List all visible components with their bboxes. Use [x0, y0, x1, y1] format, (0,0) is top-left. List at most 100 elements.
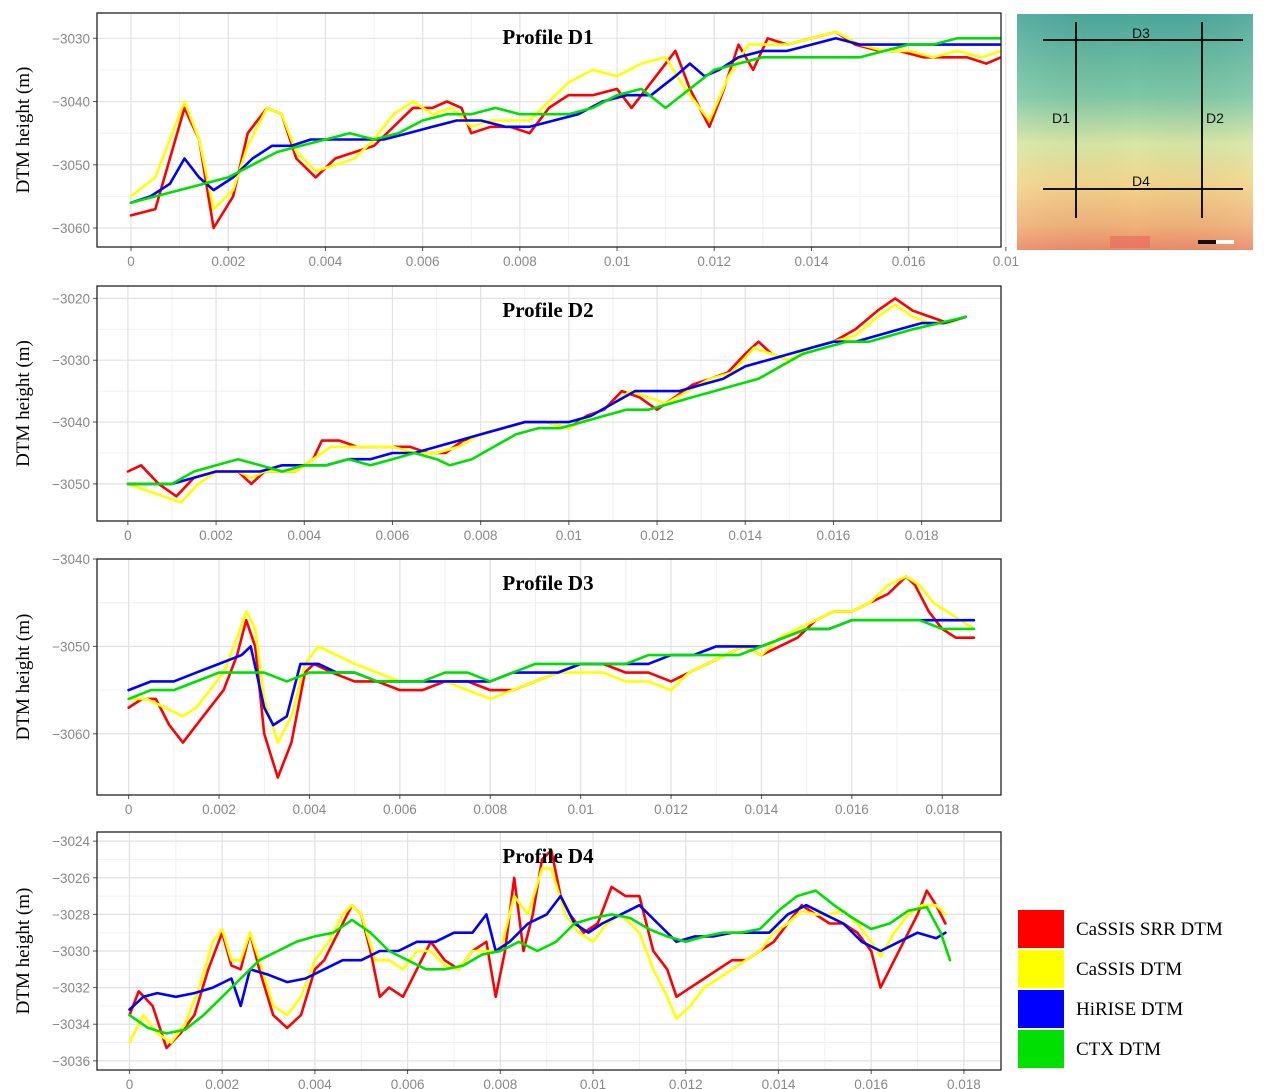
profile-d4-frame [96, 831, 1002, 1071]
profile-d2-title: Profile D2 [502, 298, 593, 322]
scale-bar-black [1198, 240, 1216, 244]
profile-d4-y-tick-label: −3030 [52, 944, 90, 959]
profile-d4-y-tick-label: −3024 [52, 834, 90, 849]
profile-d4-y-axis-label: DTM height (m) [13, 888, 34, 1015]
profile-d2-y-tick-label: −3040 [52, 415, 90, 430]
profile-d4-title: Profile D4 [502, 844, 594, 868]
profile-d1-y-tick-label: −3060 [52, 221, 90, 236]
profile-d4-x-tick-label: 0.004 [298, 1077, 332, 1089]
profile-d1-title: Profile D1 [502, 25, 593, 49]
profile-d4-y-tick-label: −3026 [52, 871, 90, 886]
profile-d4-x-tick-label: 0.008 [483, 1077, 517, 1089]
profile-d3-y-axis-label: DTM height (m) [13, 614, 34, 741]
scale-bar-white [1216, 240, 1234, 244]
profile-d3-x-tick-label: 0.016 [835, 802, 869, 817]
profile-d2-x-tick-label: 0.014 [728, 528, 762, 543]
profile-d2-y-tick-label: −3050 [52, 477, 90, 492]
profile-d2-y-tick-label: −3030 [52, 353, 90, 368]
profile-d4-x-tick-label: 0.002 [205, 1077, 239, 1089]
profile-panels: 0 0.002 0.004 0.006 0.008 0.01 0.012 0.014 0.016… [13, 12, 1019, 1089]
profile-d4-x-tick-label: 0.01 [580, 1077, 606, 1089]
profile-d4-panel: 0 0.002 0.004 0.006 0.008 0.01 0.012 0.014 0.016… [13, 831, 1002, 1089]
profile-d4-x-tick-label: 0 [126, 1077, 134, 1089]
profile-d3-x-tick-label: 0.002 [202, 802, 236, 817]
profile-d3-series-group [127, 575, 976, 779]
profile-d3-title: Profile D3 [502, 571, 593, 595]
profile-d2-x-tick-label: 0.018 [905, 528, 939, 543]
profile-d1-x-tick-label: 0.014 [795, 254, 829, 269]
legend-swatch-cassis [1018, 950, 1064, 988]
profile-d4-y-tick-label: −3028 [52, 907, 90, 922]
profile-d1-x-tick-label: 0.004 [309, 254, 343, 269]
profile-d2-series-hirise-dtm [126, 315, 967, 486]
profile-d4-series-cassis-dtm [128, 867, 947, 1044]
profile-d3-panel: 0 0.002 0.004 0.006 0.008 0.01 0.012 0.014 0.016… [13, 552, 1002, 817]
profile-d4-series-ctx-dtm [128, 889, 952, 1035]
profile-d2-x-tick-label: 0.004 [287, 528, 321, 543]
legend-swatch-srr [1018, 910, 1064, 948]
profile-d4-y-tick-label: −3032 [52, 981, 90, 996]
profile-d1-x-tick-label: 0.006 [406, 254, 440, 269]
profile-d4-x-tick-label: 0.018 [947, 1077, 981, 1089]
profile-d1-y-tick-label: −3050 [52, 158, 90, 173]
profile-d3-series-cassis-dtm [127, 575, 976, 744]
profile-d3-x-tick-label: 0.014 [745, 802, 779, 817]
profile-d4-x-tick-label: 0.016 [854, 1077, 888, 1089]
profile-d2-x-tick-label: 0.012 [640, 528, 674, 543]
legend-label-srr: CaSSIS SRR DTM [1076, 919, 1223, 940]
profile-d2-x-tick-label: 0.008 [464, 528, 498, 543]
inset-map-red-patch [1110, 236, 1150, 248]
profile-d4-series-group [128, 849, 952, 1050]
profile-d1-series-hirise-dtm [129, 37, 1001, 204]
profile-d4-y-tick-label: −3034 [52, 1017, 90, 1032]
profile-d1-x-tick-label: 0 [127, 254, 135, 269]
profile-d2-series-ctx-dtm [126, 315, 967, 486]
profile-d4-x-tick-label: 0.012 [669, 1077, 703, 1089]
inset-map: D3 D1 D2 D4 [1017, 14, 1253, 250]
profile-d3-y-tick-label: −3040 [52, 552, 90, 567]
profile-d1-series-group [129, 30, 1001, 230]
profile-d3-x-tick-label: 0.006 [383, 802, 417, 817]
profile-d1-y-tick-label: −3030 [52, 31, 90, 46]
map-label-d2: D2 [1206, 110, 1224, 126]
profile-d4-x-tick-label: 0.006 [391, 1077, 425, 1089]
profile-d4-x-tick-label: 0.014 [762, 1077, 796, 1089]
legend-swatch-ctx [1018, 1030, 1064, 1068]
legend: CaSSIS SRR DTM CaSSIS DTM HiRISE DTM CTX… [1018, 910, 1223, 1068]
profile-d1-y-axis-label: DTM height (m) [13, 67, 34, 194]
profile-d1-x-tick-label: 0.01 [604, 254, 630, 269]
profile-d1-series-ctx-dtm [129, 37, 1001, 204]
profile-d1-frame [96, 12, 1002, 248]
profile-d1-plot-area [97, 13, 1001, 247]
profile-d1-x-tick-label: 0.008 [503, 254, 537, 269]
map-label-d3: D3 [1132, 25, 1150, 41]
profile-d2-series-group [126, 297, 967, 504]
inset-map-shading [1017, 14, 1253, 250]
profile-d2-x-tick-label: 0 [124, 528, 132, 543]
profile-d2-panel: 0 0.002 0.004 0.006 0.008 0.01 0.012 0.014 0.016… [13, 285, 1002, 543]
profile-d2-y-tick-label: −3020 [52, 291, 90, 306]
legend-label-ctx: CTX DTM [1076, 1039, 1161, 1060]
profile-d1-x-tick-label: 0.016 [892, 254, 926, 269]
profile-d3-series-ctx-dtm [127, 618, 976, 701]
profile-d3-x-tick-label: 0.012 [654, 802, 688, 817]
profile-d3-y-tick-label: −3060 [52, 727, 90, 742]
profile-d3-frame [96, 558, 1002, 796]
profile-d3-x-tick-label: 0.004 [293, 802, 327, 817]
profile-d4-y-tick-label: −3036 [52, 1054, 90, 1069]
profile-d1-x-tick-label: 0.01 [993, 254, 1019, 269]
profile-d2-y-axis-label: DTM height (m) [13, 340, 34, 467]
profile-d3-x-tick-label: 0 [125, 802, 133, 817]
profile-d3-x-tick-label: 0.008 [473, 802, 507, 817]
profile-d1-x-tick-label: 0.012 [697, 254, 731, 269]
profile-d3-x-tick-label: 0.01 [567, 802, 593, 817]
profile-d2-x-tick-label: 0.01 [556, 528, 582, 543]
profile-d1-panel: 0 0.002 0.004 0.006 0.008 0.01 0.012 0.014 0.016… [13, 12, 1019, 269]
map-label-d1: D1 [1052, 110, 1070, 126]
profile-d2-x-tick-label: 0.016 [817, 528, 851, 543]
legend-swatch-hirise [1018, 990, 1064, 1028]
profile-d2-x-tick-label: 0.002 [199, 528, 233, 543]
profile-d2-x-tick-label: 0.006 [376, 528, 410, 543]
profile-d2-frame [96, 285, 1002, 522]
